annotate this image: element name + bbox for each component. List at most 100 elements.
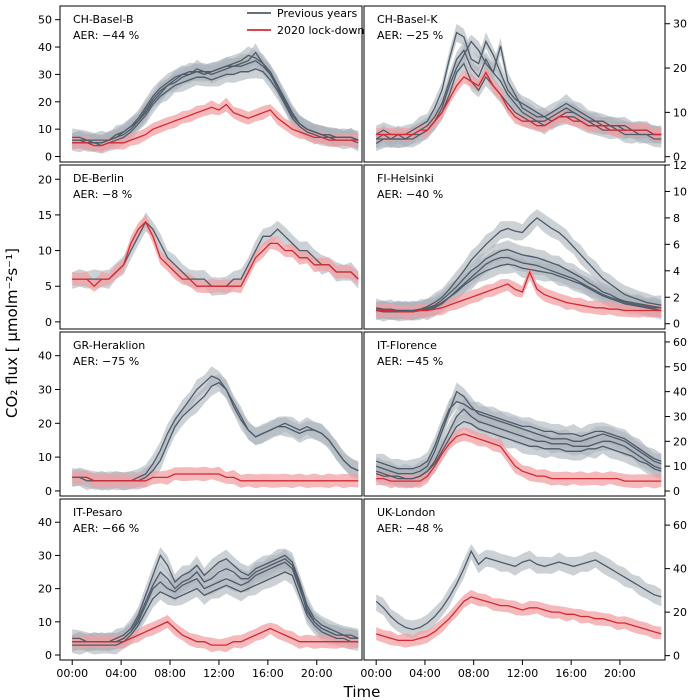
- plot-area: [72, 547, 359, 655]
- y-tick-label: 10: [38, 616, 52, 629]
- aer-label: AER: −40 %: [377, 188, 443, 201]
- y-tick-label: 0: [673, 318, 680, 331]
- y-tick-label: 30: [673, 18, 687, 31]
- previous-years-line: [375, 400, 662, 470]
- plot-area: [376, 209, 662, 322]
- panel-ch-basel-k: 0 10 20 30 CH-Basel-K AER: −25 %: [363, 5, 687, 164]
- y-tick-label: 0: [673, 151, 680, 164]
- panel-frame: [363, 5, 666, 163]
- plot-area: [72, 43, 359, 154]
- y-tick-label: 10: [673, 460, 687, 473]
- y-tick-label: 6: [673, 238, 680, 251]
- y-tick-label: 40: [38, 41, 52, 54]
- y-tick-label: 30: [38, 68, 52, 81]
- y-tick-label: 50: [673, 361, 687, 374]
- plot-area: [72, 366, 359, 491]
- plot-area: [375, 382, 662, 489]
- y-axis-title: CO₂ flux [ µmolm⁻²s⁻¹]: [3, 248, 21, 418]
- y-tick-label: 10: [38, 245, 52, 258]
- aer-label: AER: −8 %: [73, 188, 132, 201]
- y-tick-label: 30: [38, 549, 52, 562]
- y-tick-label: 0: [45, 649, 52, 662]
- y-tick-label: 20: [673, 606, 687, 619]
- previous-years-line: [72, 554, 359, 643]
- previous-years-line: [72, 68, 359, 147]
- y-tick-label: 20: [673, 62, 687, 75]
- panel-it-pesaro: 0 10 20 30 40 IT-Pesaro AER: −66 % 00:00 04:00 08…: [38, 498, 363, 680]
- panel-frame: [59, 164, 363, 330]
- x-tick-label: 08:00: [458, 667, 490, 680]
- lockdown-band: [72, 215, 359, 294]
- previous-years-band: [376, 413, 662, 489]
- previous-years-line: [375, 420, 662, 480]
- previous-years-line: [72, 571, 359, 646]
- lockdown-band: [72, 97, 359, 153]
- y-tick-label: 0: [673, 650, 680, 663]
- y-tick-label: 10: [38, 123, 52, 136]
- x-tick-label: 00:00: [56, 667, 88, 680]
- x-tick-label: 16:00: [555, 667, 587, 680]
- y-tick-label: 20: [38, 417, 52, 430]
- x-tick-label: 12:00: [507, 667, 539, 680]
- aer-label: AER: −48 %: [377, 522, 443, 535]
- x-tick-label: 00:00: [360, 667, 392, 680]
- lockdown-line: [376, 433, 662, 482]
- y-tick-label: 20: [673, 435, 687, 448]
- previous-years-line: [72, 51, 359, 144]
- lockdown-line: [376, 71, 662, 136]
- y-tick-label: 40: [673, 563, 687, 576]
- previous-years-line: [72, 558, 359, 643]
- panel-frame: [59, 5, 363, 163]
- y-tick-label: 40: [38, 350, 52, 363]
- panel-ch-basel-b: 0 10 20 30 40 50 CH-Basel-B AER: −44 %: [38, 5, 363, 164]
- y-tick-label: 8: [673, 212, 680, 225]
- y-tick-label: 0: [45, 485, 52, 498]
- site-name: DE-Berlin: [73, 172, 124, 185]
- x-tick-label: 12:00: [203, 667, 235, 680]
- aer-label: AER: −66 %: [73, 522, 139, 535]
- previous-years-band: [376, 34, 662, 149]
- panel-de-berlin: 0 5 10 15 20 DE-Berlin AER: −8 %: [38, 164, 363, 330]
- previous-years-line: [376, 217, 662, 312]
- aer-label: AER: −45 %: [377, 355, 443, 368]
- panel-frame: [59, 498, 363, 661]
- x-axis-title: Time: [343, 683, 381, 700]
- site-name: UK-London: [377, 506, 435, 519]
- panel-uk-london: 0 20 40 60 UK-London AER: −48 % 00:00 04:00 08:0…: [360, 498, 687, 680]
- site-name: IT-Pesaro: [73, 506, 123, 519]
- y-tick-label: 30: [673, 410, 687, 423]
- y-tick-label: 12: [673, 159, 687, 172]
- plot-area: [375, 544, 662, 648]
- y-tick-label: 0: [673, 485, 680, 498]
- x-tick-label: 20:00: [604, 667, 636, 680]
- lockdown-line: [376, 270, 662, 313]
- legend: Previous years 2020 lock-down: [247, 7, 364, 37]
- site-name: CH-Basel-B: [73, 13, 134, 26]
- aer-label: AER: −25 %: [377, 29, 443, 42]
- previous-years-line: [375, 549, 662, 631]
- y-tick-label: 20: [38, 583, 52, 596]
- x-tick-label: 04:00: [105, 667, 137, 680]
- previous-years-line: [376, 40, 662, 140]
- panel-fi-helsinki: 0 2 4 6 8 10 12 FI-Helsinki AER: −40 %: [363, 159, 687, 331]
- y-tick-label: 60: [673, 336, 687, 349]
- y-tick-label: 0: [45, 151, 52, 164]
- panel-gr-heraklion: 0 10 20 30 40 GR-Heraklion AER: −75 %: [38, 331, 363, 498]
- x-tick-label: 08:00: [154, 667, 186, 680]
- panel-frame: [363, 498, 666, 661]
- previous-years-line: [375, 390, 662, 475]
- site-name: CH-Basel-K: [377, 13, 438, 26]
- site-name: GR-Heraklion: [73, 339, 145, 352]
- y-tick-label: 2: [673, 291, 680, 304]
- y-tick-label: 30: [38, 383, 52, 396]
- y-tick-label: 4: [673, 265, 680, 278]
- previous-years-band: [376, 544, 662, 640]
- y-tick-label: 0: [45, 316, 52, 329]
- y-tick-label: 40: [673, 386, 687, 399]
- y-tick-label: 50: [38, 14, 52, 27]
- y-tick-label: 10: [673, 185, 687, 198]
- previous-years-band: [72, 212, 359, 296]
- x-tick-label: 16:00: [252, 667, 284, 680]
- panel-frame: [59, 331, 363, 497]
